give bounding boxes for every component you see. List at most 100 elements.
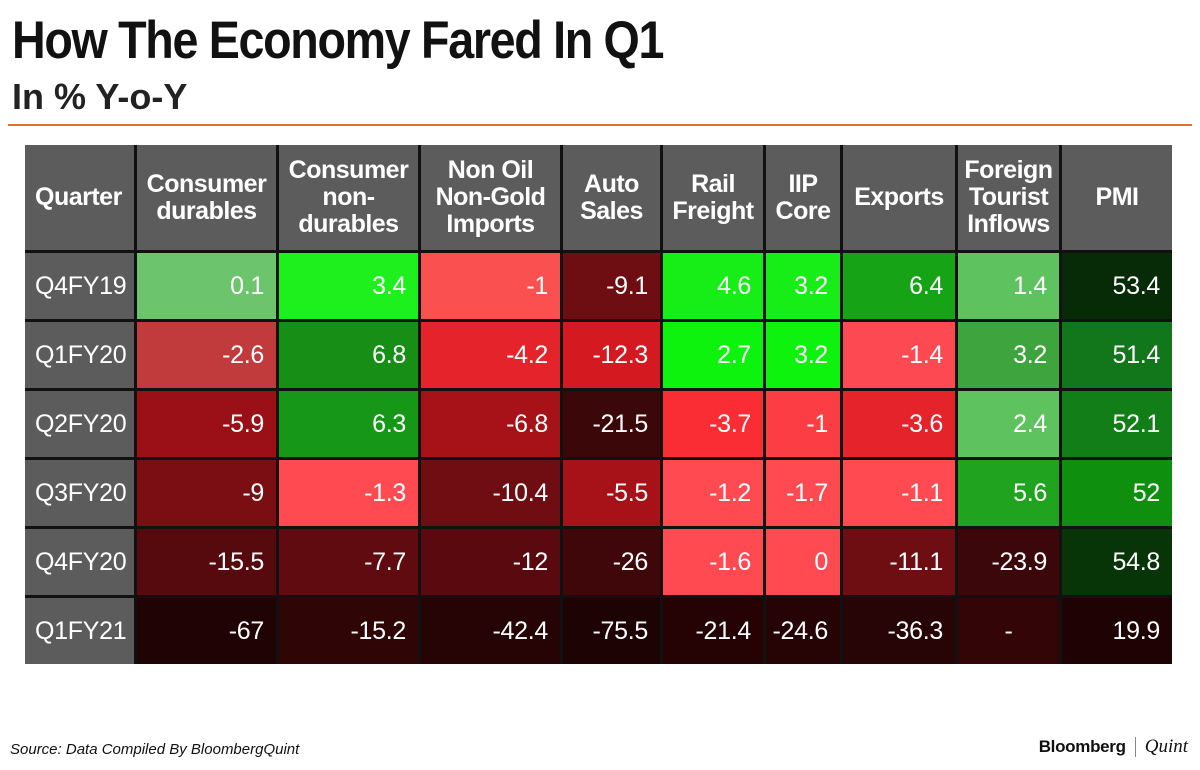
column-header-line: Imports [446, 210, 535, 238]
quarter-label: Q2FY20 [25, 391, 137, 460]
heatmap-cell: -21.4 [663, 598, 766, 664]
heatmap-cell: 2.7 [663, 322, 766, 391]
column-header-line: Consumer [288, 156, 409, 184]
heatmap-cell: 4.6 [663, 253, 766, 322]
heatmap-cell: -1.6 [663, 529, 766, 598]
column-header-line: Consumer [146, 169, 267, 198]
heatmap-cell: -4.2 [421, 322, 563, 391]
heatmap-cell: -5.9 [137, 391, 279, 460]
title-divider [8, 124, 1192, 126]
table-row: Q3FY20 -9 -1.3 -10.4 -5.5 -1.2 -1.7 -1.1 5.6 52 [25, 460, 1172, 529]
table-row: Q1FY21 -67 -15.2 -42.4 -75.5 -21.4 -24.6 -36.3-… [25, 598, 1172, 664]
heatmap-cell: 19.9 [1062, 598, 1172, 664]
table-row: Q2FY20 -5.9 6.3 -6.8 -21.5 -3.7 -1 -3.6 2.4 52.1 [25, 391, 1172, 460]
heatmap-cell: -1.1 [843, 460, 958, 529]
column-header-line: durables [298, 210, 399, 238]
column-header: Consumer non-durables [279, 145, 421, 253]
column-header-line: Auto [584, 169, 639, 198]
heatmap-cell: -1 [421, 253, 563, 322]
column-header: Auto Sales [563, 145, 663, 253]
heatmap-cell: -10.4 [421, 460, 563, 529]
column-header: Foreign Tourist Inflows [958, 145, 1062, 253]
heatmap-cell: 6.3 [279, 391, 421, 460]
heatmap-cell: 6.4 [843, 253, 958, 322]
column-header-line: Core [775, 196, 831, 225]
heatmap-cell: 3.2 [958, 322, 1062, 391]
column-header-line: Tourist [968, 183, 1049, 211]
heatmap-cell: -2.6 [137, 322, 279, 391]
column-header: Non Oil Non-Gold Imports [421, 145, 563, 253]
heatmap-cell: 3.2 [766, 253, 843, 322]
heatmap-cell: 0 [766, 529, 843, 598]
column-header-line: Foreign [964, 156, 1053, 184]
heatmap-cell: -42.4 [421, 598, 563, 664]
heatmap-cell: 3.4 [279, 253, 421, 322]
heatmap-cell: -5.5 [563, 460, 663, 529]
heatmap-cell: 1.4 [958, 253, 1062, 322]
brand-separator [1134, 737, 1136, 757]
column-header-line: IIP [788, 169, 818, 198]
heatmap-cell: 2.4 [958, 391, 1062, 460]
quarter-label: Q1FY20 [25, 322, 137, 391]
heatmap-cell: 3.2 [766, 322, 843, 391]
column-header-line: PMI [1095, 183, 1139, 211]
column-header: IIP Core [766, 145, 843, 253]
column-header-line: Non-Gold [435, 183, 546, 211]
heatmap-cell: 54.8 [1062, 529, 1172, 598]
column-header-line: Freight [672, 196, 754, 225]
quarter-label: Q3FY20 [25, 460, 137, 529]
heatmap-cell: -1.3 [279, 460, 421, 529]
column-header: Rail Freight [663, 145, 766, 253]
column-header-line: Non Oil [447, 156, 534, 184]
heatmap-cell: -3.6 [843, 391, 958, 460]
chart-subtitle: In % Y-o-Y [12, 76, 188, 117]
heatmap-cell: -7.7 [279, 529, 421, 598]
heatmap-cell: -36.3 [843, 598, 958, 664]
column-header-line: non- [322, 183, 375, 211]
row-header-label: Quarter [25, 145, 137, 253]
heatmap-table: Quarter Consumer durables Consumer non-dura… [25, 145, 1172, 664]
heatmap-cell: -12.3 [563, 322, 663, 391]
table-row: Q4FY20 -15.5 -7.7 -12 -26 -1.6 0 -11.1 -23.9 54.8 [25, 529, 1172, 598]
heatmap-cell: 0.1 [137, 253, 279, 322]
heatmap-cell: -23.9 [958, 529, 1062, 598]
heatmap-cell: -21.5 [563, 391, 663, 460]
heatmap-cell: -15.2 [279, 598, 421, 664]
table-row: Q4FY19 0.1 3.4 -1 -9.1 4.6 3.2 6.4 1.4 53.4 [25, 253, 1172, 322]
heatmap-cell: -26 [563, 529, 663, 598]
heatmap-cell: -67 [137, 598, 279, 664]
heatmap-cell: - [958, 598, 1062, 664]
heatmap-cell: 52.1 [1062, 391, 1172, 460]
column-header-line: durables [156, 196, 257, 225]
quarter-label: Q4FY20 [25, 529, 137, 598]
heatmap-cell: -3.7 [663, 391, 766, 460]
heatmap-cell: -1.4 [843, 322, 958, 391]
column-header-line: Sales [580, 196, 643, 225]
heatmap-cell: -6.8 [421, 391, 563, 460]
heatmap-cell: 52 [1062, 460, 1172, 529]
heatmap-cell: -12 [421, 529, 563, 598]
heatmap-cell: -9.1 [563, 253, 663, 322]
heatmap-cell: 6.8 [279, 322, 421, 391]
brand-bloomberg: Bloomberg [1038, 737, 1126, 756]
heatmap-cell: -75.5 [563, 598, 663, 664]
header-row: Quarter Consumer durables Consumer non-dura… [25, 145, 1172, 253]
heatmap-cell: -1 [766, 391, 843, 460]
brand-logo: Bloomberg Quint [1039, 736, 1188, 758]
quarter-label: Q1FY21 [25, 598, 137, 664]
heatmap-cell: -11.1 [843, 529, 958, 598]
column-header: PMI [1062, 145, 1172, 253]
source-note: Source: Data Compiled By BloombergQuint [10, 741, 300, 758]
table-row: Q1FY20 -2.6 6.8 -4.2 -12.3 2.7 3.2 -1.4 3.2 51.4 [25, 322, 1172, 391]
heatmap-cell: 51.4 [1062, 322, 1172, 391]
column-header-line: Inflows [967, 210, 1050, 238]
heatmap-cell: 53.4 [1062, 253, 1172, 322]
column-header: Consumer durables [137, 145, 279, 253]
heatmap-cell: 5.6 [958, 460, 1062, 529]
heatmap-cell: -15.5 [137, 529, 279, 598]
chart-title: How The Economy Fared In Q1 [12, 11, 664, 70]
heatmap-cell: -1.7 [766, 460, 843, 529]
heatmap-cell: -9 [137, 460, 279, 529]
heatmap-cell: -24.6 [766, 598, 843, 664]
quarter-label: Q4FY19 [25, 253, 137, 322]
